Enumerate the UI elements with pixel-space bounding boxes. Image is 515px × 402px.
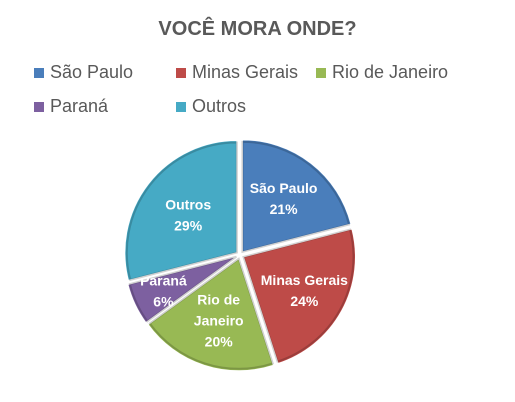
legend-label: Minas Gerais: [192, 62, 299, 82]
slice-label-minas-gerais: Minas Gerais 24%: [261, 272, 348, 309]
slice-label-rio-de-janeiro: Rio de Janeiro 20%: [194, 292, 244, 350]
slice-label-line: 21%: [270, 201, 299, 217]
pie-slice-edge: [148, 257, 275, 370]
legend-item-minas-gerais: Minas Gerais: [176, 62, 298, 83]
slice-label-line: Outros: [165, 196, 211, 212]
chart-title: VOCÊ MORA ONDE?: [158, 18, 357, 40]
legend-swatch: [176, 67, 186, 78]
slice-label-line: 24%: [290, 293, 319, 309]
pie-slice-rio-de-janeiro: [147, 257, 275, 372]
legend-label: São Paulo: [50, 62, 134, 82]
pie-slice-minas-gerais: [242, 228, 356, 365]
pie-slice-edge: [128, 255, 237, 323]
legend-item-outros: Outros: [176, 96, 246, 117]
legend-item-sao-paulo: São Paulo: [34, 62, 133, 83]
slice-label-sao-paulo: São Paulo 21%: [250, 180, 318, 217]
slice-label-parana: Paraná 6%: [140, 273, 187, 310]
pie-slice-outros: [124, 140, 238, 282]
pie-slice-edge: [125, 141, 238, 282]
legend-swatch: [34, 67, 44, 78]
legend-swatch: [316, 67, 326, 78]
pie-slice-edge: [242, 228, 355, 363]
legend-swatch: [34, 101, 44, 112]
slice-label-line: Rio de: [197, 292, 240, 308]
slice-label-line: Janeiro: [194, 313, 244, 329]
legend-label: Paraná: [50, 96, 109, 116]
slice-label-line: Minas Gerais: [261, 272, 348, 288]
slice-label-line: 20%: [205, 334, 234, 350]
slice-label-outros: Outros 29%: [165, 196, 211, 233]
slice-label-line: São Paulo: [250, 180, 318, 196]
slice-label-line: 29%: [174, 217, 203, 233]
pie-slice-sao-paulo: [241, 139, 352, 253]
slice-label-line: 6%: [153, 294, 174, 310]
legend-item-parana: Paraná: [34, 96, 108, 117]
legend-label: Rio de Janeiro: [332, 62, 449, 82]
legend-item-rio-de-janeiro: Rio de Janeiro: [316, 62, 448, 83]
legend-label: Outros: [192, 96, 247, 116]
pie-slice-edge: [241, 140, 351, 254]
pie-slice-parana: [127, 256, 237, 324]
legend-swatch: [176, 101, 186, 112]
slice-label-line: Paraná: [140, 273, 187, 289]
